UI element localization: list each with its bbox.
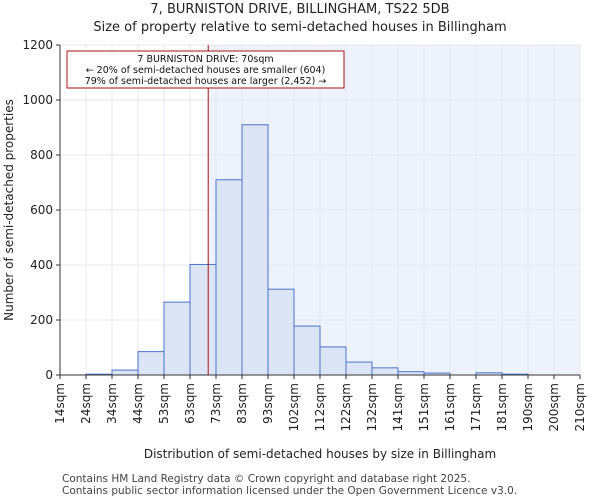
bar-83sqm: [241, 124, 269, 376]
annotation-title: 7 BURNISTON DRIVE: 70sqm: [137, 54, 273, 65]
bar-122sqm: [345, 361, 373, 376]
y-tick-label: 400: [30, 258, 53, 272]
y-axis-ticks: 0 200 400 600 800 1000 1200: [22, 38, 60, 382]
bar-93sqm: [267, 288, 295, 376]
x-tick-label: 53sqm: [157, 383, 171, 424]
x-tick-label: 210sqm: [573, 383, 587, 431]
x-tick-label: 190sqm: [521, 383, 535, 431]
y-tick-label: 1000: [22, 93, 53, 107]
bar-63sqm: [189, 263, 217, 376]
x-tick-label: 83sqm: [235, 383, 249, 424]
y-tick-label: 200: [30, 313, 53, 327]
gridlines: [59, 44, 581, 376]
x-tick-label: 14sqm: [53, 383, 67, 424]
histogram-chart: 7 BURNISTON DRIVE: 70sqm ← 20% of semi-d…: [2, 38, 587, 461]
bar-44sqm: [137, 351, 165, 376]
x-tick-label: 151sqm: [417, 383, 431, 431]
bar-102sqm: [293, 325, 321, 376]
bar-112sqm: [319, 346, 347, 376]
x-axis-ticks: 14sqm 24sqm 34sqm 44sqm 53sqm 63sqm 73sqm 83sqm…: [53, 375, 587, 431]
x-tick-label: 34sqm: [105, 383, 119, 424]
x-tick-label: 73sqm: [209, 383, 223, 424]
annotation-smaller: ← 20% of semi-detached houses are smalle…: [86, 65, 326, 76]
x-tick-label: 141sqm: [391, 383, 405, 431]
chart-subtitle: Size of property relative to semi-detach…: [93, 20, 507, 35]
y-axis-label: Number of semi-detached properties: [2, 99, 16, 321]
footer-copyright: Contains HM Land Registry data © Crown c…: [62, 473, 471, 485]
x-tick-label: 171sqm: [469, 383, 483, 431]
x-tick-label: 122sqm: [339, 383, 353, 431]
x-tick-label: 161sqm: [443, 383, 457, 431]
x-tick-label: 93sqm: [261, 383, 275, 424]
x-tick-label: 102sqm: [287, 383, 301, 431]
x-tick-label: 132sqm: [365, 383, 379, 431]
bar-73sqm: [215, 179, 243, 376]
annotation-box: [66, 50, 345, 89]
bar-53sqm: [163, 301, 191, 376]
x-tick-label: 112sqm: [313, 383, 327, 431]
x-tick-label: 44sqm: [131, 383, 145, 424]
y-tick-label: 1200: [22, 38, 53, 52]
x-tick-label: 63sqm: [183, 383, 197, 424]
x-tick-label: 181sqm: [495, 383, 509, 431]
chart-title: 7, BURNISTON DRIVE, BILLINGHAM, TS22 5DB: [150, 2, 450, 17]
x-tick-label: 200sqm: [547, 383, 561, 431]
x-axis-label: Distribution of semi-detached houses by …: [144, 447, 496, 461]
y-tick-label: 600: [30, 203, 53, 217]
footer-licence: Contains public sector information licen…: [62, 485, 518, 497]
bar-34sqm: [111, 369, 139, 376]
y-tick-label: 0: [45, 368, 53, 382]
bars: [85, 124, 529, 376]
y-tick-label: 800: [30, 148, 53, 162]
bar-132sqm: [371, 367, 399, 376]
x-tick-label: 24sqm: [79, 383, 93, 424]
annotation-larger: 79% of semi-detached houses are larger (…: [85, 76, 327, 87]
